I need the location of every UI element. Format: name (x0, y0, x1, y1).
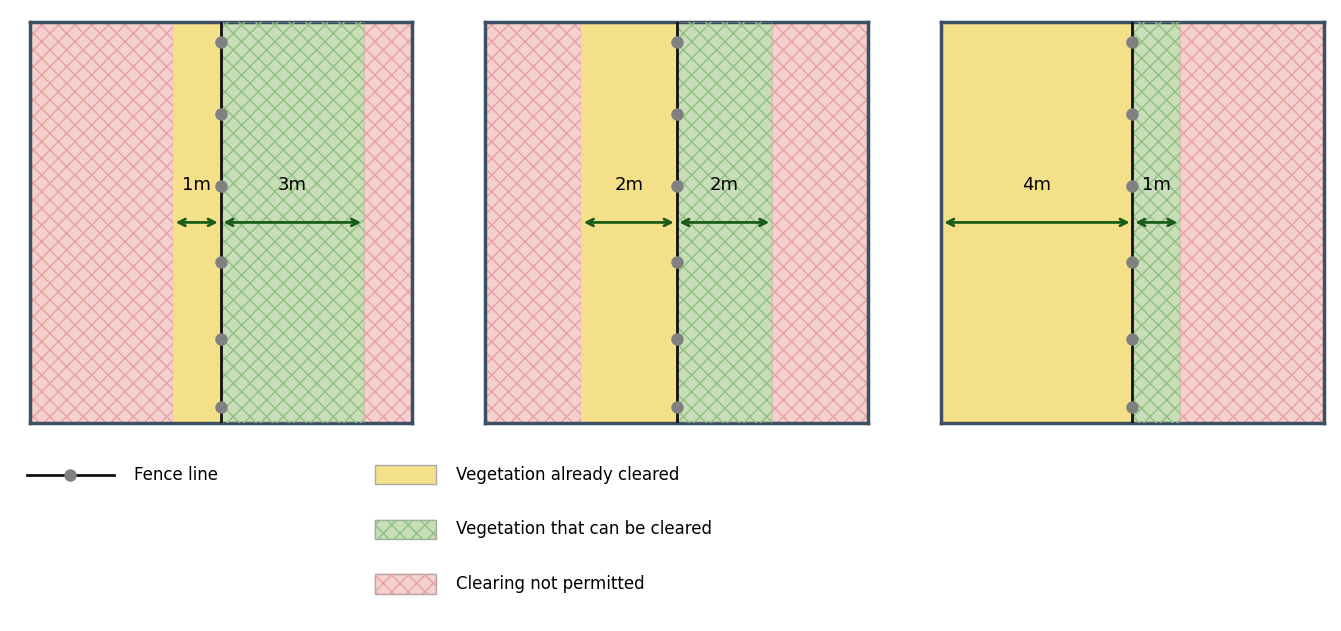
Text: 3m: 3m (278, 177, 307, 194)
Bar (941, 22, 1132, 423)
Text: 1m: 1m (1143, 177, 1171, 194)
Bar (173, 22, 220, 423)
Bar (581, 22, 676, 423)
Text: Vegetation that can be cleared: Vegetation that can be cleared (456, 521, 712, 538)
Bar (485, 22, 581, 423)
Bar (375, 519, 436, 539)
Bar (375, 574, 436, 594)
Bar (363, 22, 412, 423)
Text: 1m: 1m (182, 177, 211, 194)
Bar (1180, 22, 1324, 423)
Bar (1132, 22, 1180, 423)
Text: 2m: 2m (709, 177, 739, 194)
Bar (375, 464, 436, 485)
Bar (30, 22, 173, 423)
Bar (1132, 22, 1180, 423)
Text: 4m: 4m (1022, 177, 1051, 194)
Bar (772, 22, 868, 423)
Bar (1180, 22, 1324, 423)
Bar (363, 22, 412, 423)
Text: Fence line: Fence line (134, 466, 219, 483)
Bar (676, 22, 772, 423)
Bar (375, 574, 436, 594)
Bar (30, 22, 173, 423)
Text: Clearing not permitted: Clearing not permitted (456, 575, 645, 593)
Text: 2m: 2m (614, 177, 644, 194)
Bar (772, 22, 868, 423)
Bar (375, 519, 436, 539)
Text: Vegetation already cleared: Vegetation already cleared (456, 466, 680, 483)
Bar (485, 22, 581, 423)
Bar (676, 22, 772, 423)
Bar (220, 22, 363, 423)
Bar (220, 22, 363, 423)
